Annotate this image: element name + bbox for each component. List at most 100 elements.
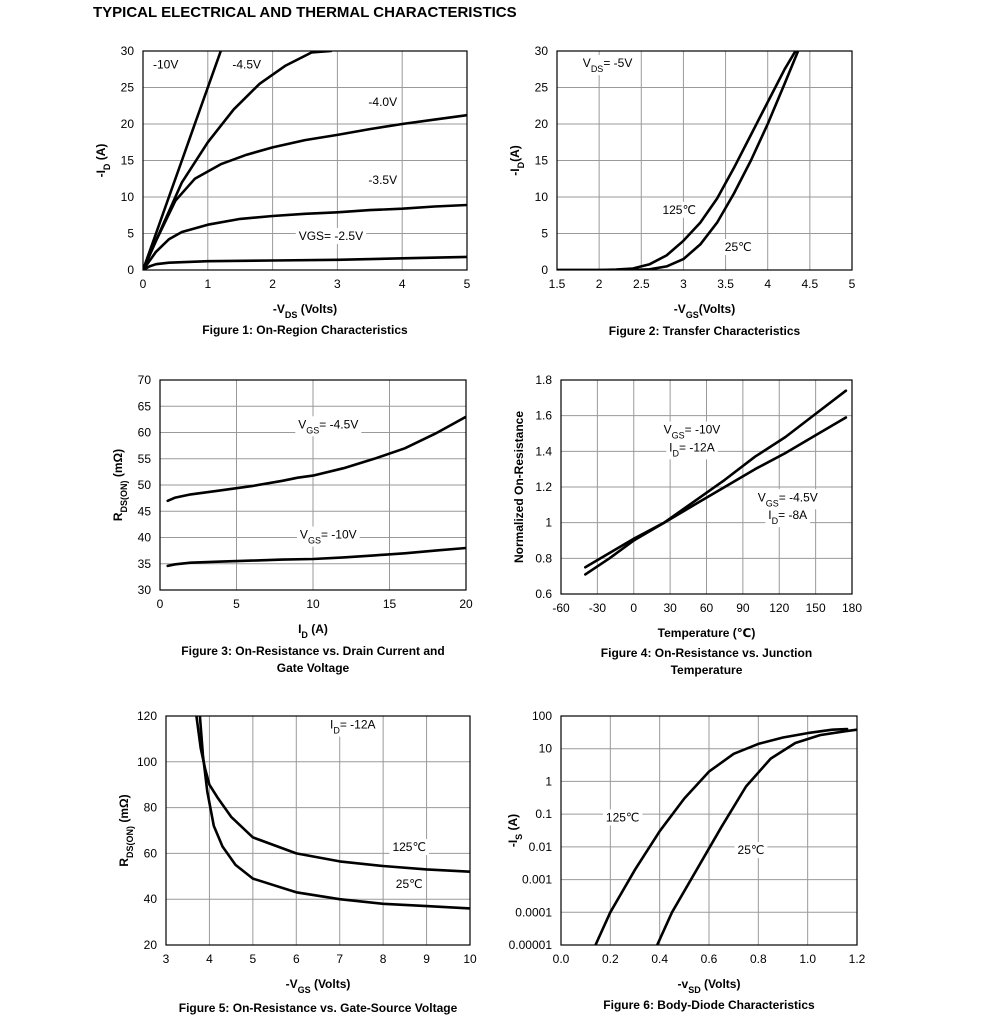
- plot-frame: [142, 50, 468, 271]
- annotation-backdrop: [326, 716, 379, 737]
- figure-caption: Figure 2: Transfer Characteristics: [609, 324, 801, 338]
- x-tick-label: 120: [769, 601, 789, 615]
- y-tick-label: 0.001: [522, 873, 552, 887]
- y-tick-label: 0.1: [535, 807, 552, 821]
- x-tick-label: 0.6: [701, 952, 718, 966]
- series-line: [166, 546, 466, 568]
- x-tick-label: 5: [250, 952, 257, 966]
- series-line: [198, 716, 470, 910]
- x-tick-label: 8: [380, 952, 387, 966]
- x-tick-label: 15: [383, 597, 397, 611]
- chart-figure-6: 0.0 0.2 0.4 0.6 0.8 1.0 1.2 0.00001 0.0001 0.001 0…: [506, 709, 866, 1012]
- annotation-backdrop: [365, 171, 401, 188]
- y-tick-label: 15: [535, 154, 549, 168]
- x-tick-label: 0: [630, 601, 637, 615]
- x-tick-label: 2.5: [633, 277, 650, 291]
- annotation-backdrop: [659, 201, 699, 218]
- annotation-backdrop: [754, 489, 821, 510]
- y-tick-label: 0.00001: [509, 938, 553, 952]
- x-tick-label: 20: [459, 597, 473, 611]
- x-tick-label: 6: [293, 952, 300, 966]
- chart-figure-2: 1.5 2 2.5 3 3.5 4 4.5 5 0 5 10 15 20 25 30 VDS= -5V 125℃…: [508, 44, 856, 338]
- curve-annotation: VGS= -4.5V: [298, 417, 358, 435]
- x-tick-label: 180: [842, 601, 862, 615]
- y-tick-label: 25: [535, 81, 549, 95]
- x-tick-label: 1.0: [799, 952, 816, 966]
- annotation-backdrop: [579, 55, 636, 76]
- plot-frame: [560, 715, 858, 946]
- series-line: [195, 716, 470, 873]
- x-tick-label: 0.8: [750, 952, 767, 966]
- annotation-backdrop: [295, 228, 367, 245]
- x-tick-label: -60: [552, 601, 570, 615]
- y-tick-label: 120: [137, 709, 157, 723]
- y-tick-label: 0.01: [529, 840, 553, 854]
- x-tick-label: 9: [423, 952, 430, 966]
- curve-annotation: 125℃: [606, 810, 640, 824]
- x-tick-label: 4.5: [802, 277, 819, 291]
- x-tick-label: 2: [596, 277, 603, 291]
- y-tick-label: 10: [539, 742, 553, 756]
- x-axis-label: -vSD (Volts): [678, 977, 741, 995]
- y-tick-label: 80: [144, 801, 158, 815]
- y-tick-label: 40: [138, 531, 152, 545]
- x-tick-label: 3: [163, 952, 170, 966]
- series-line: [594, 727, 849, 945]
- curve-annotation: -4.5V: [232, 58, 261, 72]
- x-tick-label: 2: [269, 277, 276, 291]
- x-tick-label: 5: [233, 597, 240, 611]
- y-tick-label: 0: [127, 263, 134, 277]
- y-tick-label: 0.6: [535, 587, 552, 601]
- y-tick-label: 20: [121, 117, 135, 131]
- curve-annotation: 125℃: [392, 840, 426, 854]
- x-tick-label: -30: [589, 601, 607, 615]
- y-tick-label: 20: [535, 117, 549, 131]
- x-tick-label: 3.5: [717, 277, 734, 291]
- y-tick-label: 60: [138, 426, 152, 440]
- x-tick-label: 0.0: [553, 952, 570, 966]
- figure-caption: Figure 3: On-Resistance vs. Drain Curren…: [181, 644, 444, 658]
- annotation-backdrop: [660, 421, 724, 442]
- figure-caption: Figure 6: Body-Diode Characteristics: [603, 998, 815, 1012]
- y-axis-label: RDS(ON) (mΩ): [111, 449, 129, 521]
- y-tick-label: 100: [137, 755, 157, 769]
- y-tick-label: 45: [138, 504, 152, 518]
- y-tick-label: 30: [535, 44, 549, 58]
- y-tick-label: 1: [545, 516, 552, 530]
- plot-frame: [159, 379, 467, 591]
- curve-annotation: ID= -12A: [330, 718, 376, 736]
- annotation-backdrop: [392, 875, 426, 892]
- page-title: TYPICAL ELECTRICAL AND THERMAL CHARACTER…: [93, 4, 517, 21]
- series-line: [584, 416, 848, 569]
- y-tick-label: 1.8: [535, 373, 552, 387]
- x-tick-label: 4: [764, 277, 771, 291]
- series-line: [143, 113, 467, 270]
- figure-caption: Figure 5: On-Resistance vs. Gate-Source …: [179, 1001, 458, 1015]
- figure-caption: Figure 1: On-Region Characteristics: [202, 323, 408, 337]
- y-tick-label: 65: [138, 399, 152, 413]
- x-tick-label: 0.2: [602, 952, 619, 966]
- y-tick-label: 1.2: [535, 480, 552, 494]
- curve-annotation: ID= -8A: [768, 508, 807, 526]
- series-line: [143, 203, 467, 270]
- curve-annotation: VGS= -10V: [664, 423, 721, 441]
- x-tick-label: 3: [680, 277, 687, 291]
- curve-annotation: 125℃: [662, 203, 696, 217]
- chart-figure-5: 3 4 5 6 7 8 9 10 20 40 60 80 100 120 ID= -12A 125℃ 25℃ -V…: [117, 709, 477, 1015]
- y-tick-label: 25: [121, 81, 135, 95]
- figure-caption: Figure 4: On-Resistance vs. Junction: [601, 646, 812, 660]
- curve-annotation: VGS= -2.5V: [299, 229, 363, 243]
- y-tick-label: 30: [138, 583, 152, 597]
- x-tick-label: 10: [306, 597, 320, 611]
- curve-annotation: -10V: [153, 58, 178, 72]
- y-tick-label: 5: [541, 227, 548, 241]
- y-tick-label: 10: [535, 190, 549, 204]
- x-tick-label: 0: [140, 277, 147, 291]
- curve-annotation: ID= -12A: [669, 440, 715, 458]
- x-tick-label: 7: [336, 952, 343, 966]
- series-line: [655, 728, 857, 945]
- y-tick-label: 60: [144, 846, 158, 860]
- curve-annotation: -3.5V: [368, 173, 397, 187]
- annotation-backdrop: [389, 839, 429, 856]
